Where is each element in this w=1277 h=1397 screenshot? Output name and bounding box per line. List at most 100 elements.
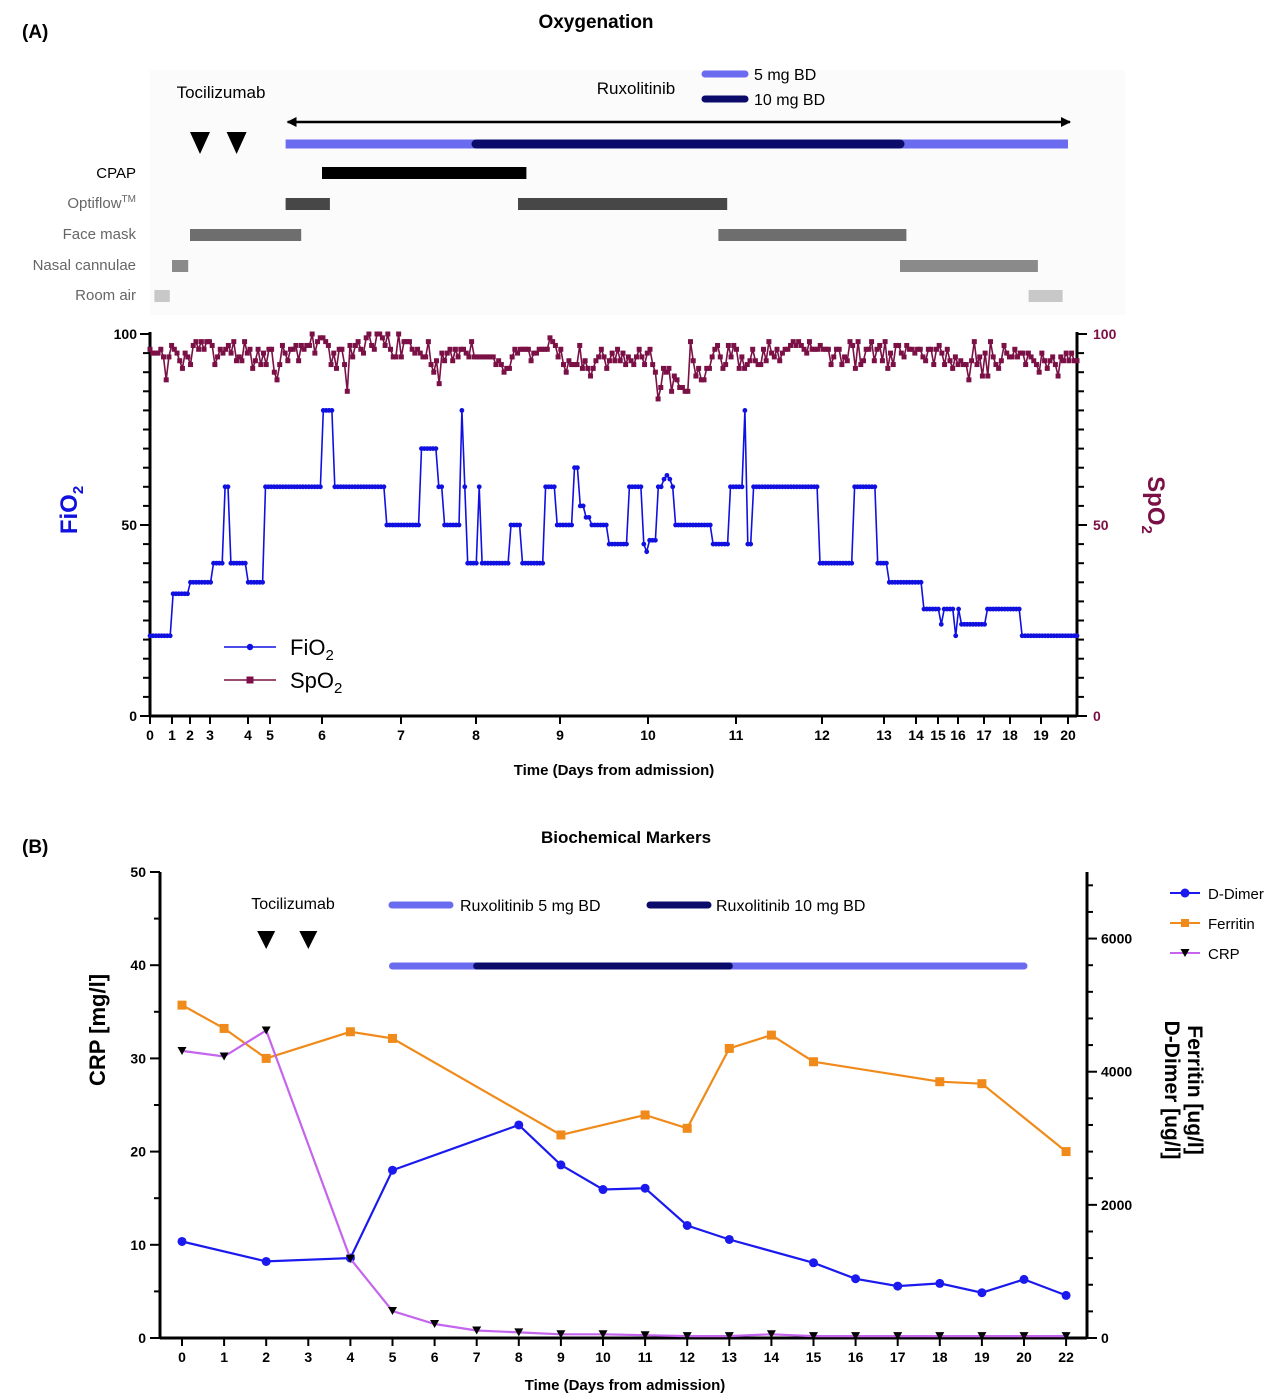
spo2-point xyxy=(490,354,496,360)
fio2-point xyxy=(260,579,266,585)
spo2-point xyxy=(747,358,753,364)
spo2-point xyxy=(663,369,669,375)
spo2-point xyxy=(855,339,861,345)
spo2-point xyxy=(812,346,818,352)
spo2-y-tick-label: 100 xyxy=(1093,326,1117,342)
fio2-point xyxy=(219,560,225,566)
spo2-point xyxy=(893,342,899,348)
legend-ddimer-marker xyxy=(1180,888,1190,898)
spo2-point xyxy=(147,346,153,352)
spo2-point xyxy=(963,362,969,368)
spo2-point xyxy=(331,350,337,356)
spo2-point xyxy=(731,342,737,348)
panel-b-x-tick-label: 15 xyxy=(806,1349,822,1365)
panel-a-x-tick-label: 6 xyxy=(318,727,326,743)
spo2-point xyxy=(239,358,245,364)
ddimer-point xyxy=(1019,1274,1029,1284)
spo2-point xyxy=(274,377,280,383)
spo2-point xyxy=(839,362,845,368)
spo2-point xyxy=(361,350,367,356)
ferritin-point xyxy=(640,1110,650,1120)
tocilizumab-dose-2 xyxy=(226,132,247,154)
spo2-point xyxy=(523,346,529,352)
spo2-point xyxy=(709,354,715,360)
panel-b-x-tick-label: 13 xyxy=(722,1349,738,1365)
ddimer-point xyxy=(514,1120,524,1130)
spo2-point xyxy=(242,339,248,345)
fio2-point xyxy=(456,522,462,528)
panel-b-x-tick-label: 5 xyxy=(389,1349,397,1365)
crp-point xyxy=(766,1330,776,1339)
fio2-point xyxy=(476,484,482,490)
legend-ferritin-label: Ferritin xyxy=(1208,916,1255,933)
spo2-point xyxy=(477,354,483,360)
spo2-point xyxy=(717,354,723,360)
spo2-point xyxy=(550,339,556,345)
ferritin-point xyxy=(177,1000,187,1010)
panel-b-x-tick-label: 8 xyxy=(515,1349,523,1365)
spo2-point xyxy=(323,339,329,345)
panel-a-x-tick-label: 18 xyxy=(1002,727,1018,743)
spo2-point xyxy=(482,354,488,360)
spo2-point xyxy=(325,342,331,348)
ddimer-point xyxy=(977,1288,987,1298)
fio2-point xyxy=(575,465,580,471)
fio2-point xyxy=(439,484,445,490)
crp-y-tick-label: 40 xyxy=(130,957,146,973)
spo2-point xyxy=(725,342,731,348)
panel-b: (B) Biochemical Markers Tocilizumab Ruxo… xyxy=(22,828,1264,1394)
fio2-point xyxy=(658,484,664,490)
spo2-point xyxy=(493,362,499,368)
optiflow-label: OptiflowTM xyxy=(67,194,136,212)
crp-point xyxy=(430,1320,440,1329)
fio2-point xyxy=(586,514,592,520)
spo2-point xyxy=(474,354,480,360)
panel-b-x-tick-label: 10 xyxy=(595,1349,611,1365)
spo2-point xyxy=(406,339,412,345)
fio2-point xyxy=(664,472,670,478)
spo2-point xyxy=(671,373,677,379)
fio2-point xyxy=(462,484,468,490)
spo2-point xyxy=(596,354,602,360)
spo2-point xyxy=(601,354,607,360)
panel-b-x-tick-label: 1 xyxy=(220,1349,228,1365)
spo2-point xyxy=(701,377,707,383)
spo2-point xyxy=(382,342,388,348)
spo2-point xyxy=(644,350,650,356)
spo2-point xyxy=(196,346,202,352)
spo2-point xyxy=(404,339,410,345)
spo2-point xyxy=(336,346,342,352)
spo2-point xyxy=(698,377,704,383)
spo2-point xyxy=(320,335,326,341)
spo2-point xyxy=(906,346,912,352)
spo2-point xyxy=(166,354,172,360)
spo2-point xyxy=(455,354,461,360)
facemask-label: Face mask xyxy=(63,226,137,243)
spo2-point xyxy=(577,342,583,348)
spo2-point xyxy=(936,342,942,348)
spo2-point xyxy=(860,358,866,364)
spo2-point xyxy=(1039,350,1045,356)
crp-point xyxy=(851,1332,861,1341)
spo2-point xyxy=(544,346,550,352)
fio2-y-tick-label: 50 xyxy=(121,517,137,533)
ddimer-point xyxy=(809,1258,818,1268)
panel-b-x-tick-label: 14 xyxy=(764,1349,780,1365)
spo2-point xyxy=(879,358,885,364)
panel-b-label: (B) xyxy=(22,837,48,858)
spo2-point xyxy=(1023,362,1029,368)
fio2-point xyxy=(739,484,745,490)
room-air-bar-1 xyxy=(154,290,170,302)
panel-b-x-tick-label: 4 xyxy=(347,1349,355,1365)
spo2-point xyxy=(396,331,402,337)
spo2-point xyxy=(479,354,485,360)
fio2-point xyxy=(242,560,248,566)
spo2-point xyxy=(966,377,972,383)
spo2-point xyxy=(398,354,404,360)
panel-b-legend: D-Dimer Ferritin CRP xyxy=(1170,886,1264,963)
spo2-point xyxy=(612,358,618,364)
spo2-point xyxy=(579,365,585,371)
spo2-point xyxy=(863,346,869,352)
spo2-point xyxy=(517,346,523,352)
